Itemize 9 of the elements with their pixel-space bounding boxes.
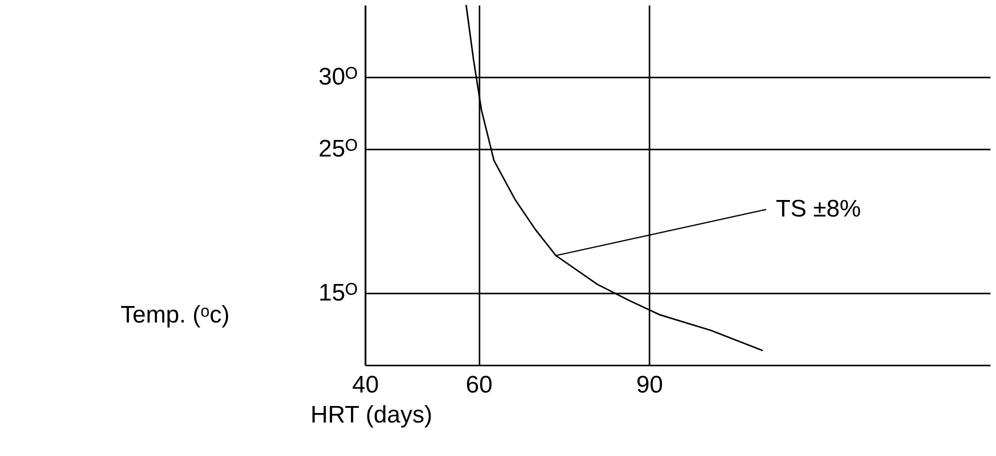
- y-axis-title: Temp. (ᵒc): [120, 302, 230, 328]
- annotation: TS ±8%: [776, 195, 862, 222]
- y-tick-label: 25ᴼ: [318, 136, 358, 162]
- x-tick-label: 90: [636, 372, 663, 398]
- y-tick-label: 30ᴼ: [318, 64, 358, 90]
- x-tick-label: 40: [352, 372, 379, 398]
- y-tick-label: 15ᴼ: [318, 280, 358, 306]
- x-axis-title: HRT (days): [310, 402, 432, 428]
- x-tick-label: 60: [466, 372, 492, 398]
